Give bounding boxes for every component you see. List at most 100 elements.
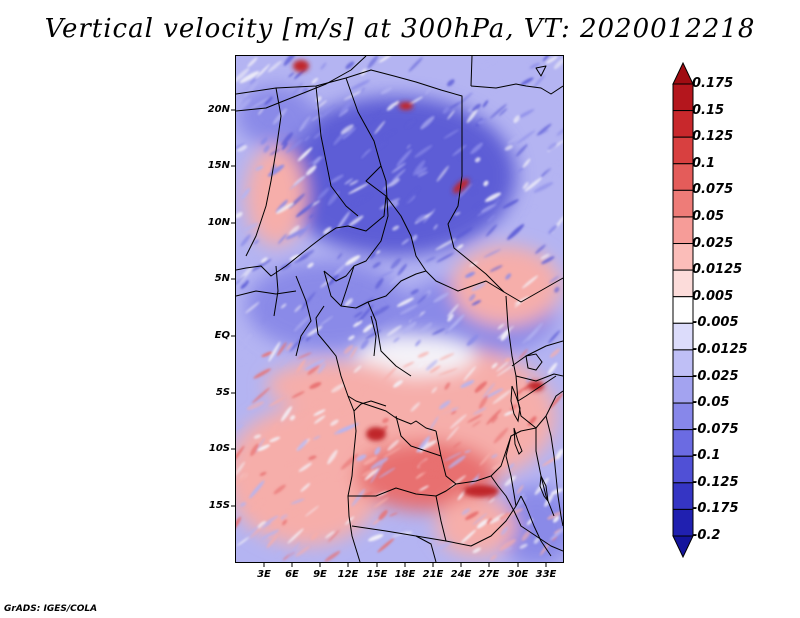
field-streak (276, 342, 287, 357)
field-streak (522, 158, 531, 169)
field-streak (467, 414, 483, 423)
field-streak (246, 401, 265, 410)
field-streak (236, 424, 244, 433)
field-streak (411, 234, 418, 242)
field-streak (465, 511, 479, 521)
field-streak (372, 518, 380, 525)
field-streak (377, 303, 384, 311)
field-streak (500, 379, 514, 390)
field-streak (370, 463, 383, 484)
field-streak (240, 355, 251, 365)
field-streak (236, 516, 241, 533)
field-streak (348, 183, 369, 195)
field-streak (374, 120, 386, 135)
field-streak (350, 346, 358, 359)
field-streak (497, 323, 505, 330)
field-streak (239, 333, 252, 349)
field-streak (380, 130, 396, 139)
colorbar-level-label: 0.075 (692, 182, 734, 198)
lat-label-10s: 10S (208, 443, 230, 454)
field-streak (492, 461, 507, 470)
field-streak (491, 415, 498, 424)
field-streak (313, 131, 323, 139)
field-streak (402, 361, 415, 368)
field-streak (413, 160, 426, 176)
field-streak (316, 100, 327, 109)
field-streak (307, 262, 314, 268)
field-streak (474, 202, 485, 209)
lon-label-30e: 30E (507, 569, 529, 580)
field-streak (489, 265, 503, 272)
field-streak (533, 74, 546, 88)
field-streak (377, 310, 396, 325)
field-streak (317, 187, 330, 200)
field-streak (342, 127, 357, 140)
field-streak (507, 135, 520, 145)
field-streak (337, 252, 343, 260)
field-streak (236, 445, 245, 464)
field-streak (509, 430, 526, 438)
field-streak (519, 543, 528, 549)
field-streak (452, 441, 461, 449)
colorbar (672, 62, 694, 558)
field-streak (519, 348, 528, 360)
field-streak (511, 408, 519, 414)
colorbar-level-label: -0.05 (692, 395, 730, 411)
field-streak (431, 328, 446, 335)
lon-label-21e: 21E (422, 569, 444, 580)
colorbar-bottom-triangle (672, 535, 694, 558)
field-streak (420, 116, 435, 130)
field-streak (313, 409, 326, 416)
field-streak (471, 190, 477, 194)
field-streak (547, 511, 563, 520)
field-streak (493, 198, 500, 205)
colorbar-level-label: -0.025 (692, 368, 739, 384)
field-streak (285, 139, 303, 154)
velocity-field (236, 56, 563, 562)
field-streak (314, 297, 320, 304)
field-streak (293, 255, 310, 264)
field-streak (249, 523, 266, 539)
field-streak (253, 239, 260, 245)
field-streak (303, 109, 318, 129)
field-streak (350, 79, 371, 91)
field-streak (239, 57, 246, 63)
field-streak (314, 415, 326, 424)
field-streak (339, 291, 346, 298)
field-streak (296, 359, 306, 374)
field-streak (547, 142, 558, 151)
field-streak (325, 531, 335, 539)
field-streak (489, 497, 496, 503)
field-streak (288, 72, 295, 78)
field-streak (522, 328, 539, 344)
field-streak (516, 484, 524, 495)
field-streak (352, 194, 372, 205)
field-streak (262, 314, 269, 324)
field-streak (486, 409, 502, 425)
field-streak (460, 529, 477, 544)
field-streak (236, 98, 252, 113)
field-streak (548, 224, 558, 234)
field-streak (468, 473, 480, 487)
field-streak (391, 162, 407, 174)
field-streak (545, 56, 558, 64)
field-streak (544, 493, 554, 507)
field-streak (491, 454, 498, 459)
field-streak (504, 145, 513, 151)
field-streak (533, 537, 540, 544)
field-streak (447, 110, 455, 120)
field-streak (505, 273, 512, 280)
field-streak (418, 485, 429, 491)
field-streak (501, 508, 524, 519)
chart-title: Vertical velocity [m/s] at 300hPa, VT: 2… (44, 14, 756, 44)
field-streak (484, 388, 504, 399)
field-streak (429, 365, 441, 374)
field-streak (389, 512, 398, 517)
field-streak (374, 446, 381, 455)
field-streak (404, 187, 420, 205)
field-streak (317, 363, 326, 374)
field-streak (492, 389, 512, 405)
field-streak (487, 214, 496, 223)
field-streak (425, 359, 438, 371)
field-streak (407, 96, 423, 106)
